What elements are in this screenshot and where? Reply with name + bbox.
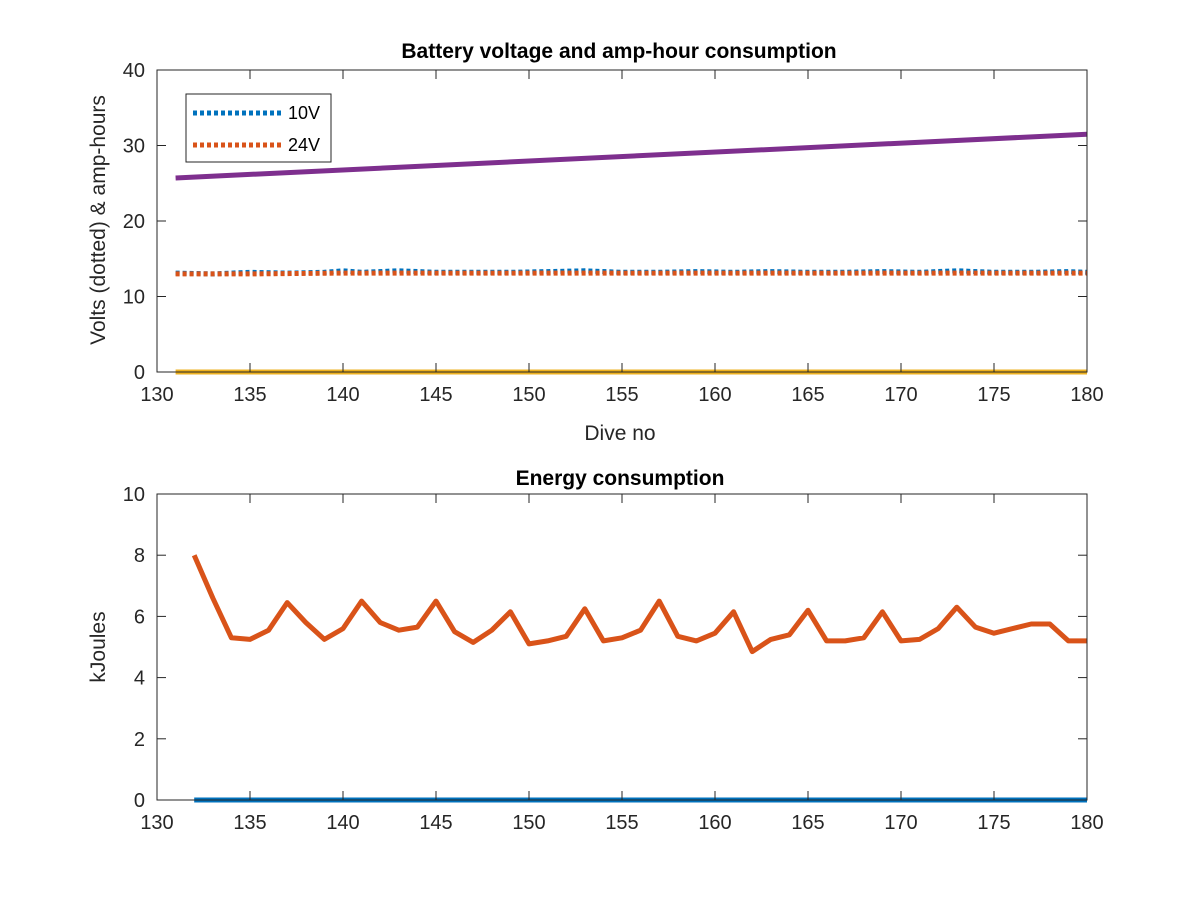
x-tick-label: 180 [1070,812,1103,834]
x-tick-label: 180 [1070,384,1103,406]
x-tick-label: 170 [884,384,917,406]
y-tick-label: 20 [123,211,145,233]
y-tick-label: 10 [123,484,145,506]
x-tick-label: 160 [698,812,731,834]
x-tick-label: 130 [140,384,173,406]
top-series-2-line [175,131,1088,181]
top-chart-y-axis-label: Volts (dotted) & amp-hours [87,95,110,345]
x-tick-label: 170 [884,812,917,834]
bottom-series-1-line [191,554,1087,655]
x-tick-label: 145 [419,384,452,406]
y-tick-label: 6 [134,606,145,628]
x-tick-label: 140 [326,812,359,834]
top-chart-series-group [175,131,1088,375]
y-tick-label: 30 [123,136,145,158]
bottom-chart-y-axis-label: kJoules [87,611,110,682]
y-tick-label: 4 [134,668,145,690]
bottom-chart-series-group [191,554,1087,803]
y-tick-label: 40 [123,60,145,82]
legend-box [185,93,332,163]
y-tick-label: 2 [134,729,145,751]
bottom-chart-axes: Energy consumption 130 135 140 145 150 155 160… [87,467,1104,834]
bottom-chart-ticks: 130 135 140 145 150 155 160 165 170 175 180 0 2 4 6 8 10 [123,484,1104,834]
legend-label-10v: 10V [288,103,320,123]
x-tick-label: 135 [233,384,266,406]
x-tick-label: 165 [791,384,824,406]
x-tick-label: 145 [419,812,452,834]
top-chart-ticks: 130 135 140 145 150 155 160 165 170 175 180 0 10 20 30… [123,60,1104,406]
y-tick-label: 0 [134,362,145,384]
x-tick-label: 155 [605,812,638,834]
x-tick-label: 175 [977,812,1010,834]
legend-label-24v: 24V [288,135,320,155]
x-tick-label: 130 [140,812,173,834]
x-tick-label: 165 [791,812,824,834]
bottom-chart-frame [156,493,1088,801]
top-series-1-line [175,270,1087,277]
x-tick-label: 140 [326,384,359,406]
x-tick-label: 160 [698,384,731,406]
top-chart-axes: Battery voltage and amp-hour consumption… [87,40,1104,445]
y-tick-label: 8 [134,545,145,567]
x-tick-label: 155 [605,384,638,406]
x-tick-label: 150 [512,384,545,406]
y-tick-label: 10 [123,287,145,309]
top-chart-legend: 10V 24V [185,93,332,163]
x-tick-label: 135 [233,812,266,834]
x-tick-label: 150 [512,812,545,834]
top-chart-title: Battery voltage and amp-hour consumption [401,40,836,63]
top-chart-x-axis-label: Dive no [584,422,655,445]
y-tick-label: 0 [134,790,145,812]
bottom-chart-title: Energy consumption [516,467,725,490]
x-tick-label: 175 [977,384,1010,406]
